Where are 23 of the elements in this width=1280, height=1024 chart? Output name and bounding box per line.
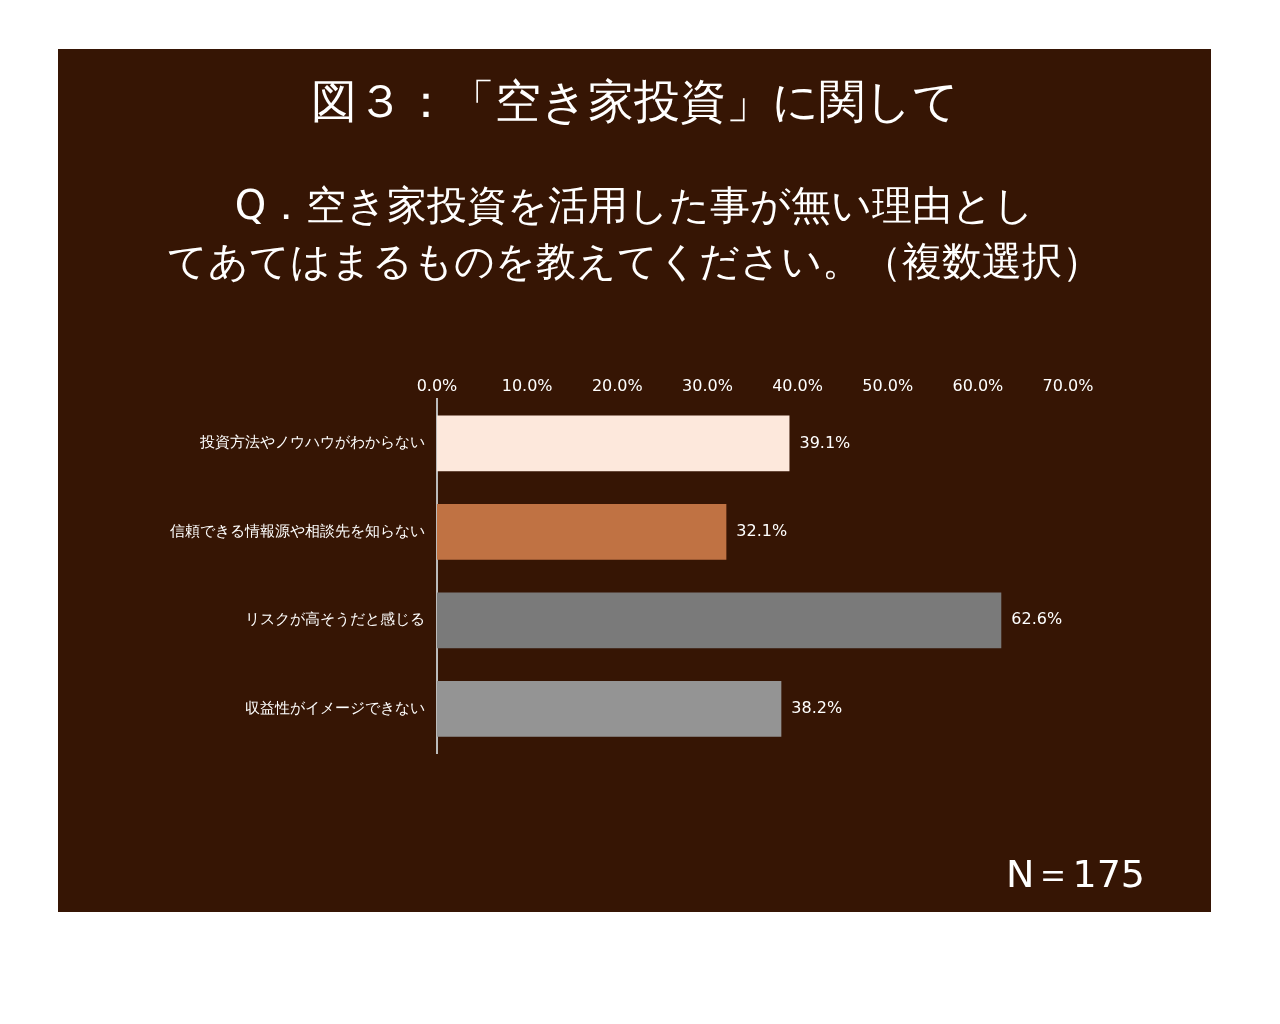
data-label: 38.2% — [791, 697, 843, 717]
data-label: 39.1% — [799, 432, 851, 452]
bar — [437, 415, 790, 472]
bar — [437, 592, 1002, 649]
x-tick-label: 70.0% — [1042, 375, 1094, 395]
x-tick-label: 40.0% — [772, 375, 823, 395]
data-label: 62.6% — [1011, 609, 1063, 629]
bar — [437, 680, 782, 737]
y-tick-label: リスクが高そうだと感じる — [245, 610, 425, 629]
chart-subtitle: Q．空き家投資を活用した事が無い理由としてあてはまるものを教えてください。（複数選択） — [166, 181, 1103, 286]
y-tick-label: 投資方法やノウハウがわからない — [199, 433, 425, 452]
x-tick-label: 50.0% — [862, 375, 914, 395]
chart-title: 図３：「空き家投資」に関して — [309, 73, 960, 130]
x-tick-label: 20.0% — [591, 375, 643, 395]
data-label: 32.1% — [736, 521, 788, 541]
x-tick-label: 30.0% — [682, 375, 733, 395]
y-tick-label: 収益性がイメージできない — [245, 698, 425, 717]
bar — [437, 504, 727, 560]
y-tick-label: 信頼できる情報源や相談先を知らない — [170, 521, 425, 540]
x-tick-label: 0.0% — [416, 375, 458, 395]
text: N＝175 — [1006, 851, 1145, 898]
x-tick-label: 10.0% — [501, 375, 553, 395]
x-tick-label: 60.0% — [952, 375, 1004, 395]
